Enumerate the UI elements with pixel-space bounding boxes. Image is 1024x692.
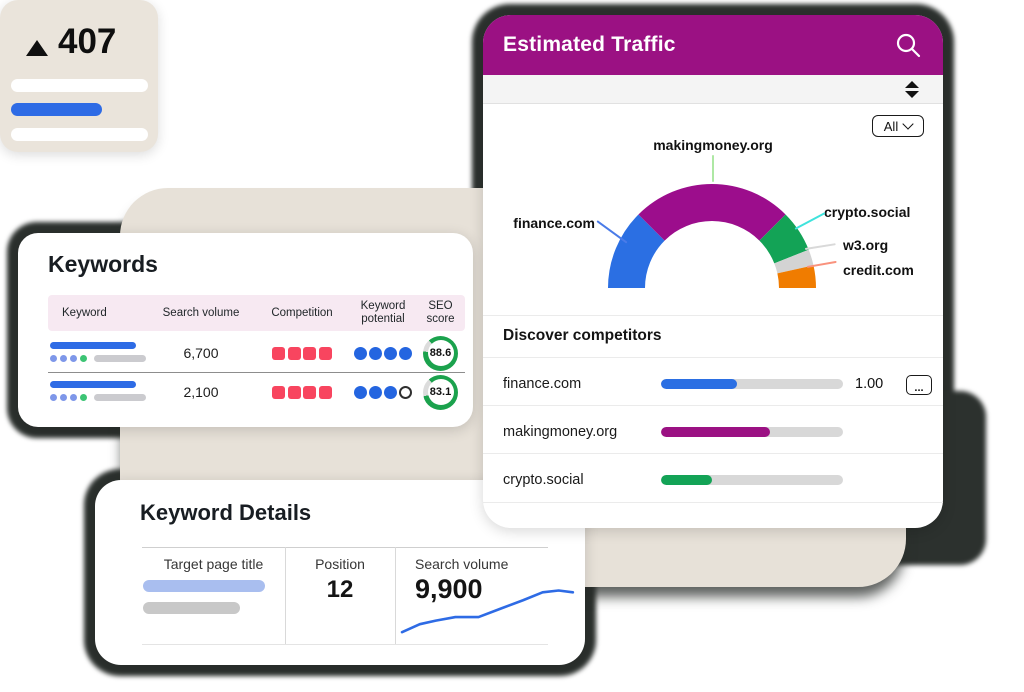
sort-icon[interactable] [905,81,919,98]
target-page-title-label: Target page title [163,556,264,572]
placeholder-bar [11,79,148,92]
keywords-card: Keywords Keyword Search volume Competiti… [18,233,473,427]
table-row[interactable]: 6,700 88.6 [48,334,465,372]
divider [483,357,943,358]
search-volume-cell: 6,700 [183,345,219,361]
divider [483,405,943,406]
competition-cell [254,346,350,360]
keyword-placeholder [48,373,148,411]
competitor-value: 1.00 [855,376,884,392]
placeholder-bar [11,128,148,141]
competitor-progress-bar [661,379,843,389]
col-header-keyword: Keyword [62,306,107,319]
search-volume-label: Search volume [415,556,509,572]
competitor-label: crypto.social [503,472,584,488]
target-page-placeholder-bar [143,580,265,592]
estimated-traffic-card: Estimated Traffic All makingmoney.org fi… [483,15,943,528]
chart-label-finance: finance.com [513,215,595,231]
position-value: 12 [326,576,354,603]
col-header-seo-score: SEO score [426,300,455,325]
chart-label-crypto: crypto.social [824,204,911,220]
competitor-progress-bar [661,427,843,437]
seo-score-badge: 83.1 [423,374,458,410]
estimated-traffic-title: Estimated Traffic [503,33,676,56]
keyword-placeholder [48,334,148,372]
traffic-change-badge-card: 407 [0,0,158,152]
placeholder-bar [11,103,102,116]
col-header-keyword-potential: Keyword potential [360,300,406,325]
up-triangle-icon [26,40,48,56]
competitor-progress-bar [661,475,843,485]
keyword-details-title: Keyword Details [140,500,312,525]
card-header: Estimated Traffic [483,15,943,75]
seo-score-badge: 88.6 [423,335,458,371]
placeholder-bar [50,381,136,388]
divider [395,547,396,644]
position-label: Position [315,556,365,572]
competitor-label: makingmoney.org [503,424,618,440]
divider [142,547,548,548]
row-divider [48,372,465,373]
traffic-change-value: 407 [58,22,117,61]
keyword-potential-cell [350,346,416,360]
toolbar [483,75,943,104]
target-page-placeholder-bar [143,602,240,614]
filter-dropdown[interactable]: All [872,115,924,137]
chart-label-w3: w3.org [843,237,889,253]
competitor-label: finance.com [503,376,582,392]
divider [483,502,943,503]
divider [483,315,943,316]
table-row[interactable]: 2,100 83.1 [48,373,465,411]
traffic-half-donut-chart [608,184,816,288]
placeholder-dots [50,394,146,401]
divider [142,644,548,645]
keyword-details-card: Keyword Details Target page title Positi… [95,480,585,665]
chevron-down-icon [902,118,914,130]
leader-line [712,155,714,182]
keywords-table-header: Keyword Search volume Competition Keywor… [48,295,465,331]
search-volume-value: 9,900 [415,574,483,604]
placeholder-dots [50,355,146,362]
keyword-potential-cell [350,385,416,399]
col-header-competition: Competition [271,306,333,319]
chart-label-credit: credit.com [843,262,914,278]
competition-cell [254,385,350,399]
placeholder-bar [50,342,136,349]
more-options-button[interactable]: ... [906,375,932,395]
discover-competitors-heading: Discover competitors [503,327,662,344]
keywords-title: Keywords [48,251,158,277]
col-header-search-volume: Search volume [162,306,240,319]
search-icon[interactable] [895,32,921,58]
filter-dropdown-label: All [883,118,899,134]
chart-label-makingmoney: makingmoney.org [653,137,773,153]
divider [483,453,943,454]
search-volume-cell: 2,100 [183,384,219,400]
divider [285,547,286,644]
search-volume-trend-chart [400,589,575,634]
